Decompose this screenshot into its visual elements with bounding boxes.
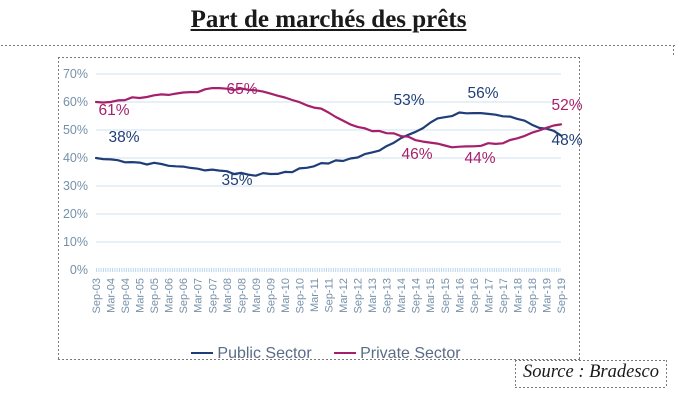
svg-text:Mar-17: Mar-17 xyxy=(483,278,495,313)
svg-text:Mar-18: Mar-18 xyxy=(512,278,524,313)
svg-text:Sep-14: Sep-14 xyxy=(411,278,423,313)
svg-text:Mar-07: Mar-07 xyxy=(193,278,205,313)
svg-text:50%: 50% xyxy=(63,123,88,137)
svg-text:Mar-04: Mar-04 xyxy=(106,278,118,313)
svg-text:38%: 38% xyxy=(108,129,139,146)
svg-text:Mar-09: Mar-09 xyxy=(251,278,263,313)
svg-text:52%: 52% xyxy=(551,97,582,114)
svg-text:Mar-08: Mar-08 xyxy=(222,278,234,313)
svg-text:Sep-04: Sep-04 xyxy=(120,278,132,313)
svg-text:60%: 60% xyxy=(63,95,88,109)
svg-text:Sep-09: Sep-09 xyxy=(265,278,277,313)
svg-text:46%: 46% xyxy=(401,146,432,163)
svg-text:Sep-15: Sep-15 xyxy=(440,278,452,313)
svg-text:Sep-08: Sep-08 xyxy=(236,278,248,313)
svg-text:Mar-12: Mar-12 xyxy=(338,278,350,313)
svg-text:0%: 0% xyxy=(70,263,88,277)
svg-text:Sep-07: Sep-07 xyxy=(207,278,219,313)
svg-text:Mar-13: Mar-13 xyxy=(367,278,379,313)
svg-text:Sep-13: Sep-13 xyxy=(382,278,394,313)
svg-text:20%: 20% xyxy=(63,207,88,221)
svg-text:56%: 56% xyxy=(467,85,498,102)
svg-text:Mar-11: Mar-11 xyxy=(309,278,321,312)
svg-text:35%: 35% xyxy=(221,172,252,189)
svg-text:Mar-14: Mar-14 xyxy=(396,278,408,313)
svg-text:44%: 44% xyxy=(464,150,495,167)
svg-text:Sep-12: Sep-12 xyxy=(353,278,365,313)
svg-text:10%: 10% xyxy=(63,235,88,249)
svg-text:65%: 65% xyxy=(226,81,257,98)
svg-text:Mar-10: Mar-10 xyxy=(280,278,292,313)
svg-text:Sep-18: Sep-18 xyxy=(527,278,539,313)
svg-text:30%: 30% xyxy=(63,179,88,193)
svg-text:40%: 40% xyxy=(63,151,88,165)
svg-text:Sep-17: Sep-17 xyxy=(498,278,510,313)
svg-text:61%: 61% xyxy=(98,102,129,119)
svg-text:48%: 48% xyxy=(551,132,582,149)
svg-text:Sep-05: Sep-05 xyxy=(149,278,161,313)
svg-text:Sep-11: Sep-11 xyxy=(324,278,336,313)
svg-text:Mar-16: Mar-16 xyxy=(454,278,466,313)
svg-text:70%: 70% xyxy=(63,67,88,81)
svg-text:Sep-19: Sep-19 xyxy=(556,278,568,313)
svg-text:53%: 53% xyxy=(393,92,424,109)
svg-text:Sep-03: Sep-03 xyxy=(91,278,103,313)
svg-text:Mar-19: Mar-19 xyxy=(541,278,553,313)
svg-text:Mar-06: Mar-06 xyxy=(164,278,176,313)
svg-text:Sep-06: Sep-06 xyxy=(178,278,190,313)
svg-text:Mar-15: Mar-15 xyxy=(425,278,437,313)
svg-text:Sep-10: Sep-10 xyxy=(294,278,306,313)
svg-text:Sep-16: Sep-16 xyxy=(469,278,481,313)
svg-text:Mar-05: Mar-05 xyxy=(135,278,147,313)
